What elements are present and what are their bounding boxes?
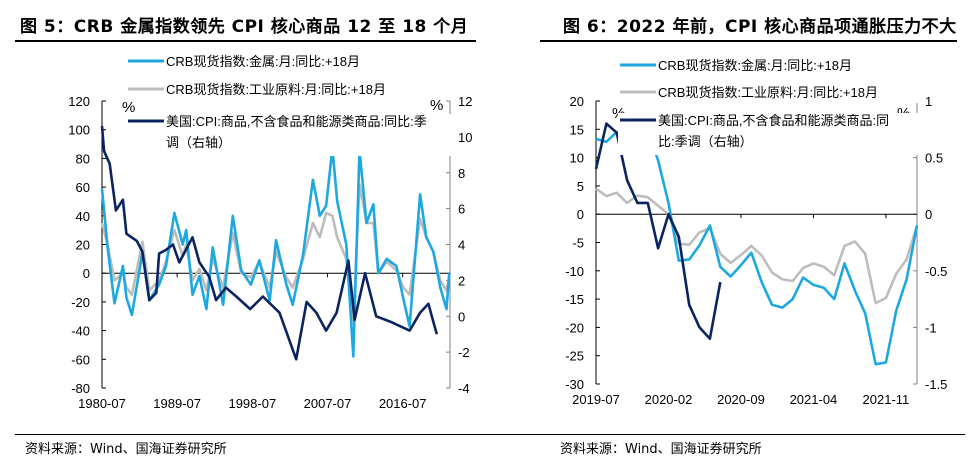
left-axis-tick-label: 20: [76, 238, 90, 253]
right-axis-tick-label: 8: [458, 166, 465, 181]
legend-label: 美国:CPI:商品,不含食品和能源类商品:同: [658, 113, 889, 128]
right-unit-label: %: [430, 97, 443, 114]
x-axis-tick-label: 2020-09: [717, 392, 765, 407]
left-axis-tick-label: 0: [83, 266, 90, 281]
x-axis-tick-label: 2021-04: [790, 392, 838, 407]
left-axis-tick-label: 100: [68, 123, 90, 138]
right-axis-tick-label: 10: [458, 130, 472, 145]
left-axis-tick-label: 15: [570, 122, 584, 137]
legend-backdrop: [126, 82, 456, 100]
x-axis-tick-label: 1980-07: [78, 396, 126, 411]
chart-title-fig5: 图 5：CRB 金属指数领先 CPI 核心商品 12 至 18 个月: [20, 17, 469, 37]
left-axis-tick-label: -25: [565, 349, 584, 364]
left-axis-tick-label: 5: [577, 179, 584, 194]
x-axis-tick-label: 2007-07: [304, 396, 352, 411]
left-axis-tick-label: -20: [71, 295, 90, 310]
left-unit-label: %: [122, 99, 135, 116]
left-axis-tick-label: 80: [76, 151, 90, 166]
left-axis-tick-label: -20: [565, 320, 584, 335]
left-axis-tick-label: 60: [76, 180, 90, 195]
legend-backdrop: [618, 58, 918, 76]
right-axis-tick-label: 12: [458, 94, 472, 109]
left-axis-tick-label: 0: [577, 207, 584, 222]
left-axis-tick-label: 40: [76, 209, 90, 224]
x-axis-tick-label: 1989-07: [153, 396, 201, 411]
right-axis-tick-label: -4: [458, 381, 470, 396]
left-axis-tick-label: -60: [71, 352, 90, 367]
series-line-cpi: [594, 122, 722, 341]
legend-label: 美国:CPI:商品,不含食品和能源类商品:同比:季: [166, 114, 427, 129]
series-line-industrial: [595, 187, 919, 305]
left-axis-tick-label: -10: [565, 264, 584, 279]
right-axis-tick-label: -1: [925, 320, 937, 335]
title-rule-right: [540, 40, 957, 42]
right-axis-tick-label: -0.5: [925, 264, 947, 279]
left-axis-tick-label: -80: [71, 381, 90, 396]
right-axis-tick-label: 0: [925, 207, 932, 222]
right-axis-tick-label: 6: [458, 202, 465, 217]
right-axis-tick-label: 1: [925, 94, 932, 109]
x-axis-tick-label: 2019-07: [572, 392, 620, 407]
legend-label: CRB现货指数:金属:月:同比:+18月: [658, 58, 852, 73]
source-note-left: 资料来源：Wind、国海证券研究所: [25, 442, 227, 457]
right-axis-tick-label: -1.5: [925, 377, 947, 392]
legend-label: CRB现货指数:工业原料:月:同比:+18月: [658, 85, 878, 100]
chart-title-fig6: 图 6：2022 年前，CPI 核心商品项通胀压力不大: [563, 17, 957, 37]
left-axis-tick-label: 20: [570, 94, 584, 109]
footer-rule: [15, 434, 965, 435]
left-axis-tick-label: -5: [572, 236, 584, 251]
right-axis-tick-label: -2: [458, 345, 470, 360]
right-axis-tick-label: 0: [458, 309, 465, 324]
legend-backdrop: [126, 114, 456, 156]
legend-label: CRB现货指数:工业原料:月:同比:+18月: [166, 82, 386, 97]
left-axis-tick-label: 10: [570, 151, 584, 166]
source-note-right: 资料来源：Wind、国海证券研究所: [560, 442, 762, 457]
legend-backdrop: [618, 113, 918, 155]
left-axis-tick-label: 120: [68, 94, 90, 109]
legend-label: 比:季调（右轴）: [658, 134, 753, 149]
left-axis-tick-label: -40: [71, 324, 90, 339]
right-axis-tick-label: 2: [458, 273, 465, 288]
x-axis-tick-label: 2016-07: [379, 396, 427, 411]
series-line-metals: [595, 119, 919, 366]
legend-backdrop: [126, 54, 456, 72]
x-axis-tick-label: 2021-11: [863, 392, 910, 407]
legend-label: 调（右轴）: [166, 135, 231, 150]
x-axis-tick-label: 1998-07: [228, 396, 276, 411]
left-axis-tick-label: -15: [565, 292, 584, 307]
left-axis-tick-label: -30: [565, 377, 584, 392]
right-axis-tick-label: 4: [458, 238, 465, 253]
title-rule-left: [15, 40, 476, 42]
right-axis-tick-label: 0.5: [925, 151, 943, 166]
legend-label: CRB现货指数:金属:月:同比:+18月: [166, 54, 360, 69]
legend-backdrop: [618, 85, 918, 103]
x-axis-tick-label: 2020-02: [645, 392, 693, 407]
series-line-cpi: [100, 125, 439, 361]
